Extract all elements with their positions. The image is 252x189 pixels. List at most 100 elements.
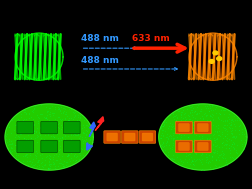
Point — [159, 144, 163, 147]
Point — [192, 157, 196, 160]
Point — [32, 129, 36, 132]
Point — [189, 109, 193, 112]
Point — [56, 107, 60, 110]
Point — [230, 156, 234, 159]
Point — [21, 160, 25, 163]
Point — [35, 126, 39, 129]
Point — [211, 143, 215, 146]
FancyBboxPatch shape — [121, 131, 138, 143]
Point — [197, 157, 201, 160]
Point — [40, 150, 44, 153]
Point — [81, 124, 85, 127]
Point — [210, 113, 214, 116]
Point — [210, 154, 214, 157]
Point — [39, 122, 43, 125]
Point — [191, 120, 195, 123]
Point — [204, 131, 208, 134]
Point — [28, 151, 32, 154]
Point — [200, 152, 204, 155]
Point — [83, 139, 87, 143]
Point — [191, 124, 195, 127]
Point — [188, 148, 192, 151]
Point — [34, 157, 38, 160]
Point — [188, 153, 192, 156]
Point — [225, 120, 229, 123]
Text: 488 nm: 488 nm — [81, 33, 118, 43]
Point — [200, 137, 204, 140]
Point — [59, 136, 64, 139]
Point — [179, 160, 183, 163]
Point — [28, 152, 32, 155]
Point — [212, 136, 216, 139]
Point — [40, 142, 44, 145]
Circle shape — [217, 57, 222, 60]
Point — [73, 160, 77, 163]
Point — [191, 160, 195, 163]
Point — [15, 149, 19, 152]
Point — [205, 118, 209, 121]
Point — [64, 111, 68, 114]
Point — [232, 157, 236, 160]
Point — [65, 131, 69, 134]
Point — [187, 126, 191, 129]
Point — [171, 112, 175, 115]
Point — [194, 149, 198, 152]
Point — [176, 139, 180, 142]
Point — [232, 142, 236, 145]
Point — [159, 136, 163, 139]
Point — [212, 138, 216, 141]
Point — [214, 158, 218, 161]
Point — [218, 134, 222, 137]
Point — [59, 105, 63, 108]
Point — [215, 143, 219, 146]
Point — [58, 145, 62, 148]
Point — [201, 124, 205, 127]
Point — [47, 112, 51, 115]
Point — [6, 147, 10, 150]
Point — [225, 123, 229, 126]
Point — [212, 148, 216, 151]
Point — [213, 165, 217, 168]
Point — [220, 145, 224, 148]
Point — [180, 163, 184, 166]
Point — [29, 137, 33, 140]
Point — [186, 136, 191, 139]
Point — [200, 141, 204, 144]
Point — [62, 123, 67, 126]
Point — [29, 123, 33, 126]
Point — [196, 144, 200, 147]
Point — [14, 143, 18, 146]
Point — [73, 121, 77, 124]
Point — [202, 150, 206, 153]
Point — [231, 120, 235, 123]
Point — [173, 151, 177, 154]
Point — [51, 135, 55, 138]
Point — [227, 138, 231, 141]
Point — [57, 107, 61, 110]
Point — [76, 150, 80, 153]
Point — [210, 116, 214, 119]
Point — [81, 131, 85, 134]
Point — [52, 163, 56, 166]
Point — [162, 122, 166, 125]
Point — [32, 123, 36, 126]
Point — [16, 154, 20, 157]
Point — [186, 149, 190, 152]
Point — [228, 124, 232, 127]
Point — [194, 142, 198, 145]
Point — [41, 126, 45, 129]
Point — [230, 142, 234, 145]
Point — [197, 103, 201, 106]
Point — [78, 117, 82, 120]
Point — [55, 151, 59, 154]
Point — [13, 138, 17, 141]
Point — [36, 120, 40, 123]
Point — [204, 114, 208, 117]
Point — [44, 115, 48, 119]
Point — [55, 121, 59, 124]
Point — [188, 131, 192, 134]
Point — [211, 118, 215, 121]
Point — [46, 145, 50, 148]
Point — [234, 135, 238, 138]
Point — [42, 138, 46, 141]
